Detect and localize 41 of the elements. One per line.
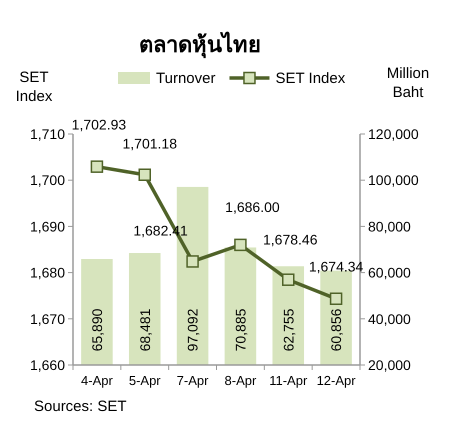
point [282,273,294,286]
data-label: 70,885 [232,308,248,352]
y2-tick-label: 120,000 [368,126,419,142]
y2-tick-label: 80,000 [368,218,412,234]
y-tick-label: 1,710 [30,126,66,142]
x-tick-label: 12-Apr [316,373,356,388]
point [186,255,199,268]
data-label: 60,856 [328,308,344,352]
y2-tick-label: 100,000 [368,172,419,188]
data-label: 1,701.18 [122,136,178,152]
data-label: 68,481 [136,308,153,352]
y-tick-label: 1,680 [30,264,66,281]
legend-label: SET Index [275,70,346,87]
point [138,168,151,181]
data-label: 1,678.46 [263,232,318,248]
x-tick-label: 11-Apr [269,373,308,388]
data-label: 1,674.34 [308,258,364,275]
source-note: Sources: SET [34,398,127,415]
y2-tick-label: 40,000 [368,310,412,327]
y2-tick-label: 60,000 [368,264,412,281]
y-axis-title: SET Index [16,69,53,105]
point [330,292,342,305]
chart-title: ตลาดหุ้นไทย [139,31,261,59]
x-tick-label: 8-Apr [224,373,257,388]
x-tick-label: 5-Apr [128,373,162,388]
data-label: 65,890 [88,308,105,352]
x-tick-label: 7-Apr [176,373,210,388]
data-label: 97,092 [184,308,201,352]
legend-label: Turnover [156,70,216,87]
y-tick-label: 1,690 [30,218,66,234]
data-label: 62,755 [280,308,296,352]
y-tick-label: 1,660 [30,357,66,373]
y2-tick-label: 20,000 [368,357,412,373]
point [90,160,104,173]
point [234,238,247,252]
y-tick-label: 1,670 [30,310,66,327]
y2-axis-title: Million Baht [386,65,430,101]
x-tick-label: 4-Apr [81,373,114,388]
y-tick-label: 1,700 [30,172,66,188]
data-label: 1,686.00 [225,198,280,215]
data-label: 1,702.93 [72,116,126,133]
